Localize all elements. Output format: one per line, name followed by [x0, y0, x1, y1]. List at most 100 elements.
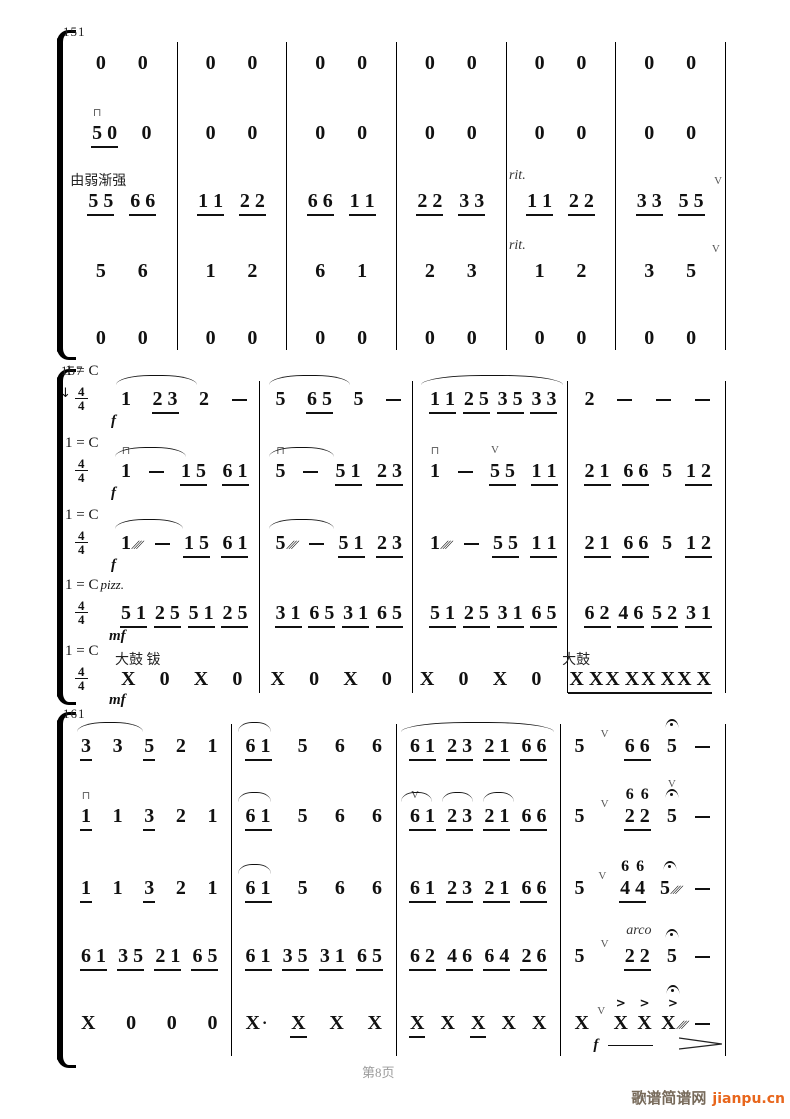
note-digit: 4	[499, 945, 510, 967]
note: 6	[308, 190, 318, 212]
note-digit: 2	[667, 602, 678, 624]
key-signature: 1 = C	[65, 363, 99, 379]
beat-group: 1	[205, 260, 217, 286]
note: 1///	[121, 532, 144, 554]
note-digit: 6	[81, 945, 91, 967]
beat-group: 5	[574, 945, 586, 971]
dash-note	[231, 399, 247, 402]
measures: X 0 X 0 X 0 X 0 X 0 X 0 X X X X X X X X 大鼓	[107, 653, 725, 702]
note-digit: X	[605, 668, 620, 690]
beat-group: 5	[661, 532, 673, 558]
beat-group: X	[531, 1012, 547, 1038]
down-bow-icon: ⊓	[92, 106, 102, 119]
note: ⊓ 5	[276, 444, 286, 482]
note: X	[368, 1012, 382, 1034]
note-digit: 0	[644, 52, 655, 74]
beat-group: 3	[466, 260, 478, 286]
beat-group: 1///	[120, 532, 144, 558]
note-digit: 5	[508, 532, 519, 554]
note-digit: 5	[196, 460, 206, 482]
tempo-label: arco	[626, 923, 652, 938]
note: 6	[536, 805, 546, 827]
note-digit: 0	[315, 122, 326, 144]
time-denominator: 4	[78, 542, 85, 557]
note-digit: 1	[499, 805, 510, 827]
note: 6	[309, 602, 319, 624]
note-digit: 1	[349, 190, 360, 212]
note-digit: 5	[237, 602, 248, 624]
dash-note	[694, 1023, 710, 1026]
note: 2	[417, 190, 427, 212]
barline	[396, 724, 398, 1056]
beat-group: 0	[643, 52, 655, 78]
note: 2	[377, 460, 387, 482]
beat-group: 3	[643, 260, 655, 286]
note-digit: 6	[410, 877, 420, 899]
note-digit: 6	[334, 877, 345, 899]
barline	[567, 381, 569, 693]
note-digit: 2	[432, 190, 443, 212]
beat-group	[693, 805, 712, 822]
slur	[238, 792, 271, 802]
note: 5	[513, 388, 523, 410]
note-digit: 5	[335, 460, 346, 482]
note: 1	[358, 602, 368, 624]
chord-top-note: 6	[621, 858, 630, 875]
note-digit: 6	[315, 260, 326, 282]
beat-group: 2	[424, 260, 436, 286]
note: 5	[479, 602, 489, 624]
note-digit: 6	[245, 735, 256, 757]
beat-group: 0	[356, 327, 368, 353]
note: 3	[546, 388, 556, 410]
note: 1	[261, 945, 271, 967]
note: 1	[238, 460, 248, 482]
note: 6	[521, 877, 531, 899]
voice-row: 1 = C 4 4 X 0 X 0 X 0 X 0 X 0 X 0 X X X X X X X X 大鼓 mf 大鼓 钹	[65, 643, 725, 708]
note-digit: 5	[371, 945, 382, 967]
beat-group: 6	[137, 260, 149, 286]
note-digit: X	[471, 1012, 486, 1034]
note: 5	[133, 945, 143, 967]
note: 5	[652, 602, 662, 624]
note: 2	[255, 190, 265, 212]
note: 1	[335, 945, 345, 967]
beat-group: 0	[458, 668, 470, 694]
note: 1	[499, 805, 509, 827]
note: 0	[357, 327, 367, 349]
note-digit: 3	[644, 260, 655, 282]
note	[616, 388, 633, 402]
note: 0	[207, 1012, 217, 1034]
note: 6	[623, 460, 633, 482]
note: X	[329, 1012, 343, 1034]
breath-mark-icon: V	[597, 1005, 606, 1017]
breath-mark-icon: V	[491, 444, 499, 456]
dash-note	[303, 471, 318, 474]
note-digit: 6	[307, 388, 317, 410]
note-digit: 0	[95, 52, 106, 74]
note-digit: 5	[133, 945, 144, 967]
note-digit: 3	[118, 945, 129, 967]
note-digit: 3	[474, 190, 485, 212]
beat-group: 1	[80, 877, 92, 903]
beat-group	[693, 945, 712, 962]
beat-group: 0	[424, 327, 436, 353]
note-digit: 2	[484, 735, 495, 757]
note: 0	[160, 668, 170, 690]
beat-group: X	[342, 668, 358, 694]
note-digit: 3	[167, 388, 178, 410]
note: 1	[81, 877, 91, 899]
system-bracket	[57, 30, 76, 360]
note-digit: 5	[169, 602, 180, 624]
note: 3	[144, 805, 154, 827]
note-digit: 6	[484, 945, 495, 967]
note: 3	[652, 190, 662, 212]
note: 1	[499, 735, 509, 757]
